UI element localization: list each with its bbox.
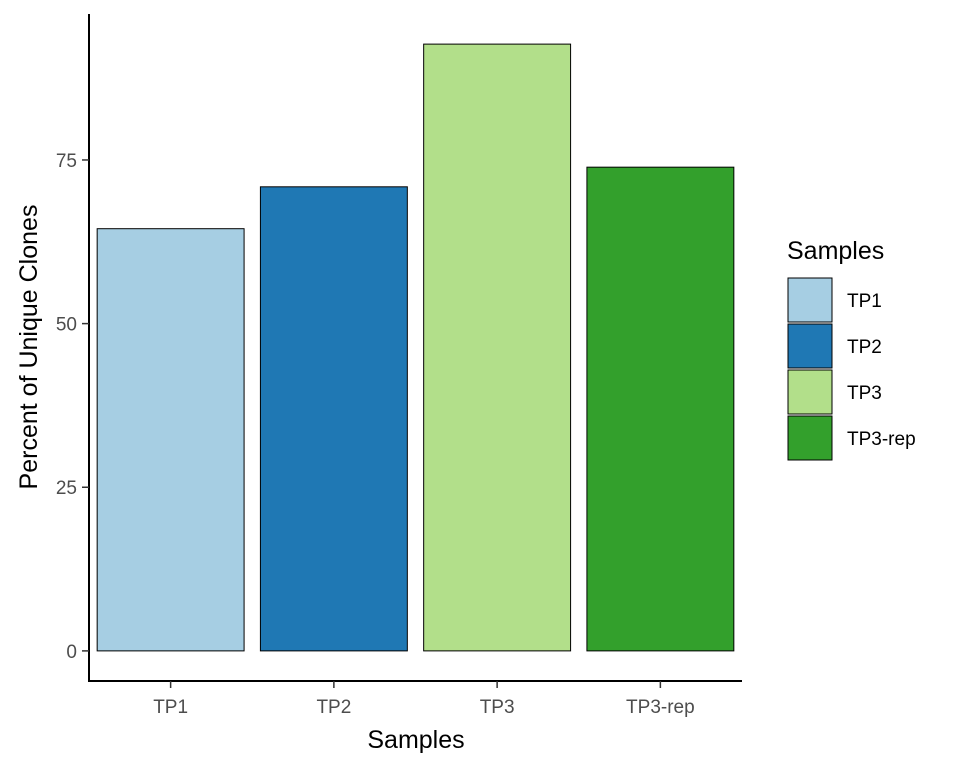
x-tick-label-tp3-rep: TP3-rep	[626, 697, 695, 718]
y-axis-title: Percent of Unique Clones	[15, 205, 43, 490]
legend-label-tp1: TP1	[847, 291, 882, 312]
y-tick-label-50: 50	[56, 315, 77, 336]
x-ticks-group: TP1 TP2 TP3 TP3-rep	[153, 681, 695, 718]
legend-title: Samples	[787, 237, 884, 265]
legend-key-tp1	[787, 277, 833, 323]
y-tick-label-0: 0	[66, 642, 77, 663]
bar-tp3	[423, 43, 572, 652]
legend-key-tp3	[787, 369, 833, 415]
y-tick-label-75: 75	[56, 151, 77, 172]
legend-key-tp2	[787, 323, 833, 369]
y-tick-label-25: 25	[56, 478, 77, 499]
legend-label-tp3-rep: TP3-rep	[847, 429, 916, 450]
x-axis-title: Samples	[367, 726, 464, 754]
legend-label-tp3: TP3	[847, 383, 882, 404]
x-tick-label-tp3: TP3	[480, 697, 515, 718]
legend: Samples TP1 TP2 TP3 TP3-rep	[787, 237, 916, 461]
bar-tp3-rep	[586, 166, 735, 652]
legend-label-tp2: TP2	[847, 337, 882, 358]
bar-tp1	[96, 228, 245, 652]
legend-key-tp3-rep	[787, 415, 833, 461]
y-ticks-group: 0 25 50 75	[56, 151, 89, 663]
bar-tp2	[259, 186, 408, 652]
bars-group	[96, 43, 735, 652]
x-tick-label-tp1: TP1	[153, 697, 188, 718]
x-tick-label-tp2: TP2	[316, 697, 351, 718]
legend-items: TP1 TP2 TP3 TP3-rep	[787, 277, 916, 461]
